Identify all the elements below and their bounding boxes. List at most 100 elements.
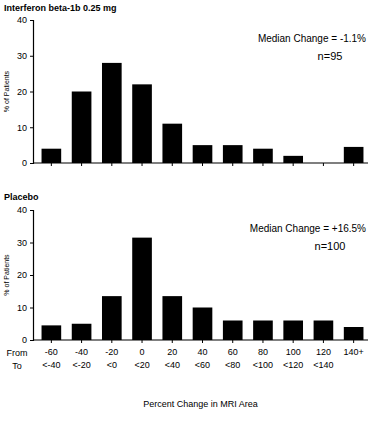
bar	[223, 145, 243, 163]
tick-mark	[232, 340, 233, 343]
tick	[202, 163, 203, 166]
tick-label: 0	[22, 158, 27, 168]
bar	[344, 327, 364, 340]
tick: 140+	[344, 340, 364, 357]
tick-label: 60<80	[225, 347, 240, 370]
bars	[42, 238, 364, 340]
chart-title: Interferon beta-1b 0.25 mg	[4, 3, 117, 13]
bar	[253, 321, 273, 341]
tick-label: 20	[17, 270, 27, 280]
row-label: From	[7, 348, 28, 358]
tick-mark	[30, 308, 33, 309]
row-label: To	[12, 361, 22, 371]
bar	[72, 324, 92, 340]
tick: 40	[17, 205, 33, 215]
chart-svg: 0 10 20 30 40 Interferon beta-1b 0.25 mg % of …	[0, 0, 375, 428]
chart-panel: 0 10 20 30 40 -60<-40 -40<-20 -20<0 0<20 20<40 40<…	[3, 192, 368, 409]
bar	[223, 321, 243, 341]
bar	[193, 308, 213, 341]
tick	[293, 163, 294, 166]
tick: 40	[17, 15, 33, 25]
axis-line	[30, 21, 34, 164]
annotation: Median Change = -1.1%	[258, 33, 366, 44]
tick: -20<0	[105, 340, 118, 370]
tick-label: 140+	[344, 347, 364, 357]
chart-title: Placebo	[4, 192, 39, 202]
tick	[81, 163, 82, 166]
tick-mark	[323, 340, 324, 343]
tick: 40<60	[195, 340, 210, 370]
tick-mark	[81, 340, 82, 343]
axis-line	[30, 211, 34, 341]
tick-label: 40	[17, 205, 27, 215]
bar	[314, 321, 334, 341]
tick-mark	[172, 340, 173, 343]
tick-mark	[262, 340, 263, 343]
x-axis-title: Percent Change in MRI Area	[143, 399, 258, 409]
annotation: Median Change = +16.5%	[250, 223, 366, 234]
tick: -40<-20	[72, 340, 90, 370]
tick-mark	[111, 340, 112, 343]
tick-label: 10	[17, 123, 27, 133]
axis-line	[33, 339, 368, 340]
annotation: n=100	[315, 240, 346, 252]
tick: 20	[17, 87, 33, 97]
bar	[132, 84, 152, 163]
tick-label: -20<0	[105, 347, 118, 370]
bar	[253, 149, 273, 163]
tick-mark	[142, 340, 143, 343]
tick: -60<-40	[42, 340, 60, 370]
tick-mark	[30, 56, 33, 57]
tick: 20<40	[165, 340, 180, 370]
tick-label: 0<20	[134, 347, 149, 370]
bar	[193, 145, 213, 163]
y-axis: 0 10 20 30 40	[17, 205, 34, 345]
tick	[323, 163, 324, 166]
tick-mark	[262, 163, 263, 166]
chart-panel: 010203040Interferon beta-1b 0.25 mg% of …	[3, 3, 368, 168]
bar	[102, 63, 122, 163]
tick-mark	[293, 340, 294, 343]
tick	[353, 163, 354, 166]
tick: 0	[22, 335, 33, 345]
tick-mark	[353, 163, 354, 166]
axis-line	[33, 162, 368, 163]
tick-mark	[142, 163, 143, 166]
tick-mark	[30, 127, 33, 128]
chart-container: 0 10 20 30 40 Interferon beta-1b 0.25 mg % of …	[0, 0, 375, 428]
tick-mark	[30, 340, 33, 341]
tick: 30	[17, 238, 33, 248]
tick: 10	[17, 303, 33, 313]
x-axis: -60<-40 -40<-20 -20<0 0<20 20<40 40<60 60<80 80…	[33, 340, 368, 370]
tick-label: 30	[17, 51, 27, 61]
tick-mark	[81, 163, 82, 166]
tick: 20	[17, 270, 33, 280]
tick-label: 80<100	[253, 347, 273, 370]
bar	[283, 156, 303, 163]
tick	[142, 163, 143, 166]
bar	[72, 92, 92, 164]
bar	[344, 147, 364, 163]
tick: 80<100	[253, 340, 273, 370]
y-axis-title: % of Patients	[3, 254, 10, 296]
tick	[262, 163, 263, 166]
tick-mark	[202, 340, 203, 343]
tick: 0	[22, 158, 33, 168]
tick-mark	[353, 340, 354, 343]
tick: 30	[17, 51, 33, 61]
tick-label: 0	[22, 335, 27, 345]
tick-mark	[232, 163, 233, 166]
tick-label: 40	[17, 15, 27, 25]
x-axis	[33, 163, 368, 166]
tick-label: -60<-40	[42, 347, 60, 370]
tick-mark	[293, 163, 294, 166]
tick: 10	[17, 123, 33, 133]
tick: 120<140	[313, 340, 333, 370]
tick	[111, 163, 112, 166]
tick: 0<20	[134, 340, 149, 370]
tick-label: 20	[17, 87, 27, 97]
bar	[102, 296, 122, 340]
tick-label: 30	[17, 238, 27, 248]
tick-label: -40<-20	[72, 347, 90, 370]
annotation: n=95	[318, 50, 343, 62]
